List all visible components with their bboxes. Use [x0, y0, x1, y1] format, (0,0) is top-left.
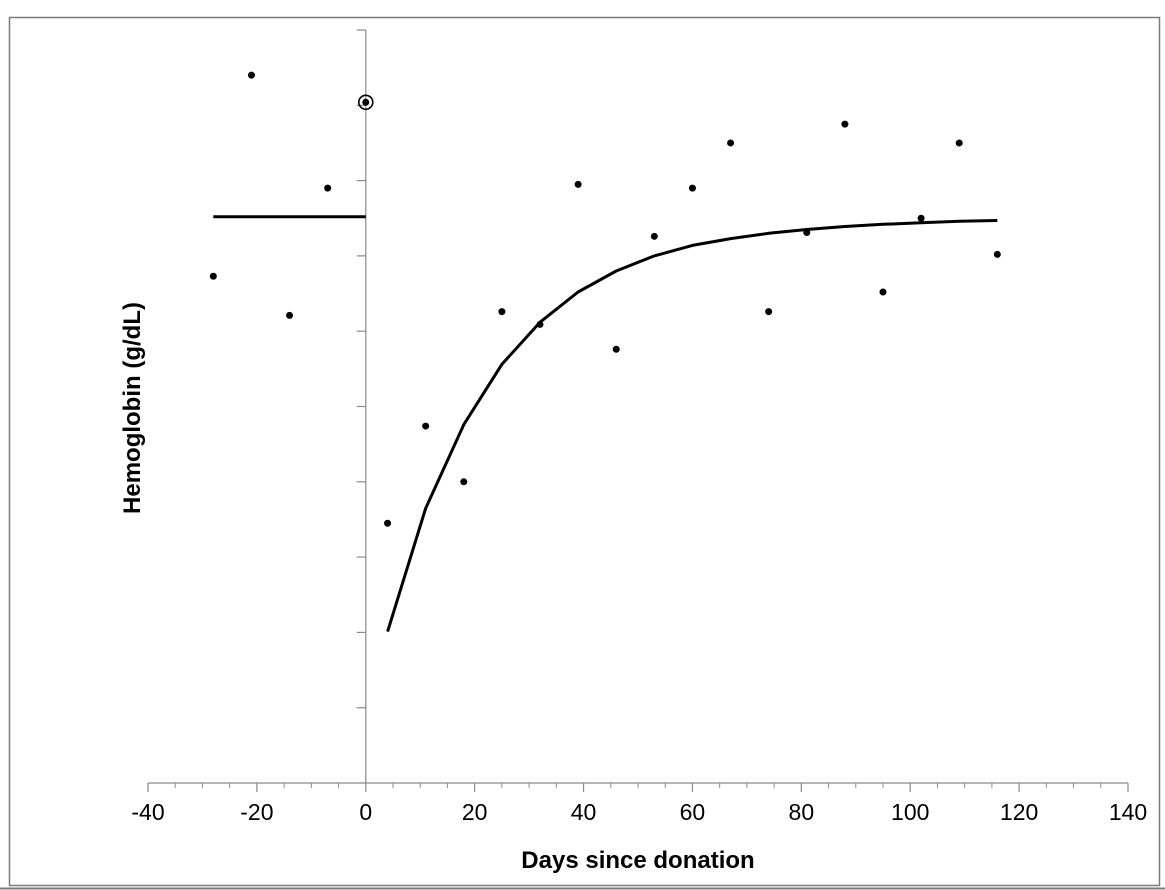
data-point	[209, 272, 217, 280]
x-tick-label: 60	[680, 799, 706, 825]
recovery-curve	[386, 219, 998, 633]
x-tick-label: -40	[131, 799, 164, 825]
x-tick-label: -20	[240, 799, 273, 825]
data-point	[362, 98, 370, 106]
data-point	[917, 214, 925, 222]
data-point	[841, 120, 849, 128]
data-point	[879, 288, 887, 296]
chart-border	[8, 16, 1161, 887]
data-point	[688, 184, 696, 192]
data-point	[574, 180, 582, 188]
data-point	[286, 311, 294, 319]
data-point	[324, 184, 332, 192]
data-point	[993, 250, 1001, 258]
data-point	[422, 422, 430, 430]
data-point	[460, 478, 468, 486]
x-tick-label: 80	[789, 799, 815, 825]
axes: -40 -20 0 20 40 60 80 100 120 140	[131, 29, 1147, 825]
highlight-ring	[357, 94, 374, 111]
data-point	[955, 139, 963, 147]
data-point	[498, 308, 506, 316]
data-point	[650, 232, 658, 240]
x-tick-label: 20	[462, 799, 488, 825]
x-tick-label: 100	[891, 799, 929, 825]
x-tick-label: 140	[1109, 799, 1147, 825]
data-point	[247, 71, 255, 79]
x-axis-title: Days since donation	[521, 847, 754, 874]
x-tick-label: 40	[571, 799, 597, 825]
data-point	[727, 139, 735, 147]
data-point	[765, 308, 773, 316]
data-point	[612, 345, 620, 353]
data-marks	[209, 71, 1001, 633]
x-tick-label: 0	[359, 799, 372, 825]
x-tick-label: 120	[1000, 799, 1038, 825]
data-point	[384, 519, 392, 527]
y-axis-title: Hemoglobin (g/dL)	[119, 302, 146, 514]
